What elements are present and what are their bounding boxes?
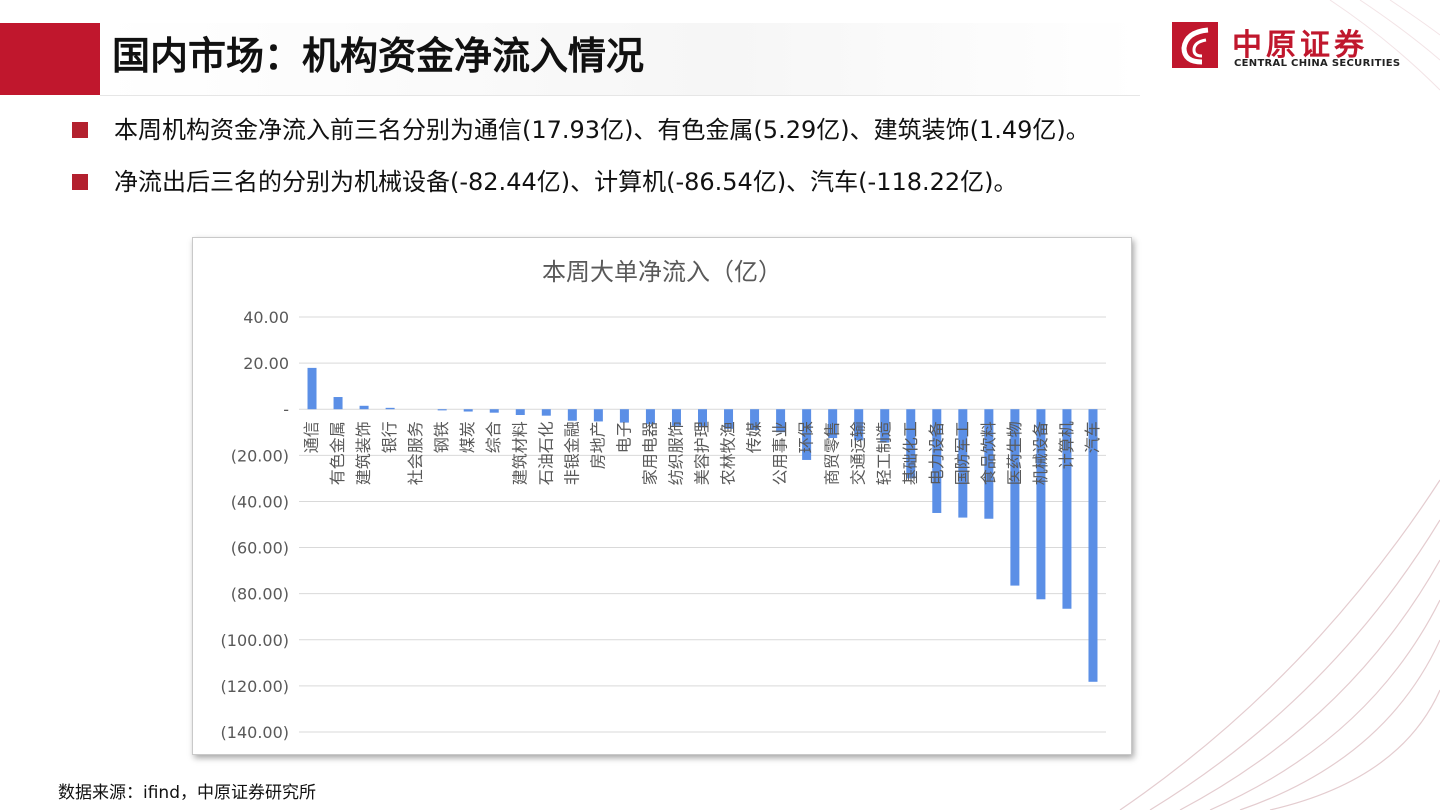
x-tick-label: 食品饮料 xyxy=(979,421,998,485)
bullet-square-icon xyxy=(72,174,88,190)
x-tick-label: 社会服务 xyxy=(406,421,425,485)
x-tick-label: 家用电器 xyxy=(640,421,659,485)
x-tick-label: 石油石化 xyxy=(536,421,555,485)
bar xyxy=(906,409,916,479)
bar xyxy=(619,409,629,423)
x-tick-label: 交通运输 xyxy=(849,421,868,485)
x-tick-label: 环保 xyxy=(797,421,816,453)
x-tick-label: 传媒 xyxy=(745,421,764,453)
page-title: 国内市场：机构资金净流入情况 xyxy=(112,34,645,78)
company-logo: 中原证券 CENTRAL CHINA SECURITIES xyxy=(1172,22,1412,70)
header-accent-bar xyxy=(0,23,100,95)
chart-container: 本周大单净流入（亿） 40.00 20.00 - (20.00) (40.00) (60.… xyxy=(192,237,1132,755)
x-tick-label: 有色金属 xyxy=(328,421,347,485)
x-axis-labels: 通信 有色金属 建筑装饰 银行 社会服务 钢铁 煤炭 综合 建筑材料 石油石化 非银金融 房地产 电子家… xyxy=(302,421,1102,485)
chart-title: 本周大单净流入（亿） xyxy=(542,258,782,286)
bar xyxy=(645,409,655,425)
bar xyxy=(671,409,681,426)
x-tick-label: 电力设备 xyxy=(927,421,946,485)
x-tick-label: 房地产 xyxy=(588,421,607,469)
x-tick-label: 基础化工 xyxy=(901,421,920,485)
x-tick-label: 电子 xyxy=(614,421,633,453)
bar xyxy=(359,405,369,410)
x-tick-label: 非银金融 xyxy=(562,421,581,485)
x-tick-label: 医药生物 xyxy=(1005,421,1024,485)
bar xyxy=(385,407,395,410)
x-tick-label: 通信 xyxy=(302,421,321,453)
bar xyxy=(776,409,786,433)
bar xyxy=(1036,409,1046,600)
bar xyxy=(463,409,473,412)
x-tick-label: 建筑材料 xyxy=(510,421,529,485)
bar xyxy=(489,409,499,413)
x-tick-label: 汽车 xyxy=(1083,421,1102,453)
bar xyxy=(567,409,577,421)
y-axis-labels: 40.00 20.00 - (20.00) (40.00) (60.00) (80.00) (… xyxy=(221,308,289,742)
y-tick-label: (40.00) xyxy=(231,492,289,511)
x-tick-label: 综合 xyxy=(484,421,503,453)
bar xyxy=(698,409,707,428)
x-tick-label: 美容护理 xyxy=(693,421,712,485)
bullet-text: 净流出后三名的分别为机械设备(-82.44亿)、计算机(-86.54亿)、汽车(… xyxy=(114,168,1018,196)
y-tick-label: 40.00 xyxy=(243,308,289,327)
bar xyxy=(802,409,812,460)
bar xyxy=(307,367,317,410)
bar xyxy=(1010,409,1020,586)
x-tick-label: 轻工制造 xyxy=(875,421,894,485)
bar xyxy=(932,409,942,513)
bar xyxy=(750,409,760,430)
source-note: 数据来源：ifind，中原证券研究所 xyxy=(58,783,316,803)
bars xyxy=(307,367,1098,682)
bar xyxy=(828,409,838,439)
x-tick-label: 纺织服饰 xyxy=(666,421,685,485)
y-tick-label: - xyxy=(283,400,289,419)
bar xyxy=(437,409,447,411)
bullet-square-icon xyxy=(72,122,88,138)
y-tick-label: (100.00) xyxy=(221,631,289,650)
bar xyxy=(1062,409,1072,609)
header-band xyxy=(100,23,1140,96)
y-tick-label: (20.00) xyxy=(231,446,289,465)
y-tick-label: (120.00) xyxy=(221,677,289,696)
x-tick-label: 农林牧渔 xyxy=(719,421,738,485)
gridlines xyxy=(299,316,1106,733)
bar xyxy=(854,409,864,441)
x-tick-label: 煤炭 xyxy=(458,421,477,453)
x-tick-label: 银行 xyxy=(380,421,399,453)
y-tick-label: 20.00 xyxy=(243,354,289,373)
x-tick-label: 建筑装饰 xyxy=(354,421,373,485)
bar-chart: 本周大单净流入（亿） 40.00 20.00 - (20.00) (40.00) (60.… xyxy=(221,258,1106,742)
x-tick-label: 钢铁 xyxy=(432,421,451,453)
y-tick-label: (140.00) xyxy=(221,723,289,742)
logo-mark-icon xyxy=(1172,22,1218,68)
logo-text-cn: 中原证券 xyxy=(1232,28,1368,63)
x-tick-label: 计算机 xyxy=(1057,421,1076,469)
bar xyxy=(1088,409,1098,682)
bar xyxy=(541,409,551,416)
bar xyxy=(958,409,968,518)
x-tick-label: 商贸零售 xyxy=(823,421,842,485)
bullet-text: 本周机构资金净流入前三名分别为通信(17.93亿)、有色金属(5.29亿)、建筑… xyxy=(114,116,1090,144)
bar xyxy=(880,409,890,443)
bar xyxy=(333,397,343,410)
x-tick-label: 国防军工 xyxy=(953,421,972,485)
logo-text-en: CENTRAL CHINA SECURITIES xyxy=(1234,58,1401,69)
bar xyxy=(984,409,994,519)
bar xyxy=(515,409,525,415)
y-tick-label: (60.00) xyxy=(231,539,289,558)
bar xyxy=(724,409,734,429)
x-tick-label: 公用事业 xyxy=(771,421,790,485)
y-tick-label: (80.00) xyxy=(231,585,289,604)
bar xyxy=(593,409,603,422)
x-tick-label: 机械设备 xyxy=(1031,421,1050,485)
